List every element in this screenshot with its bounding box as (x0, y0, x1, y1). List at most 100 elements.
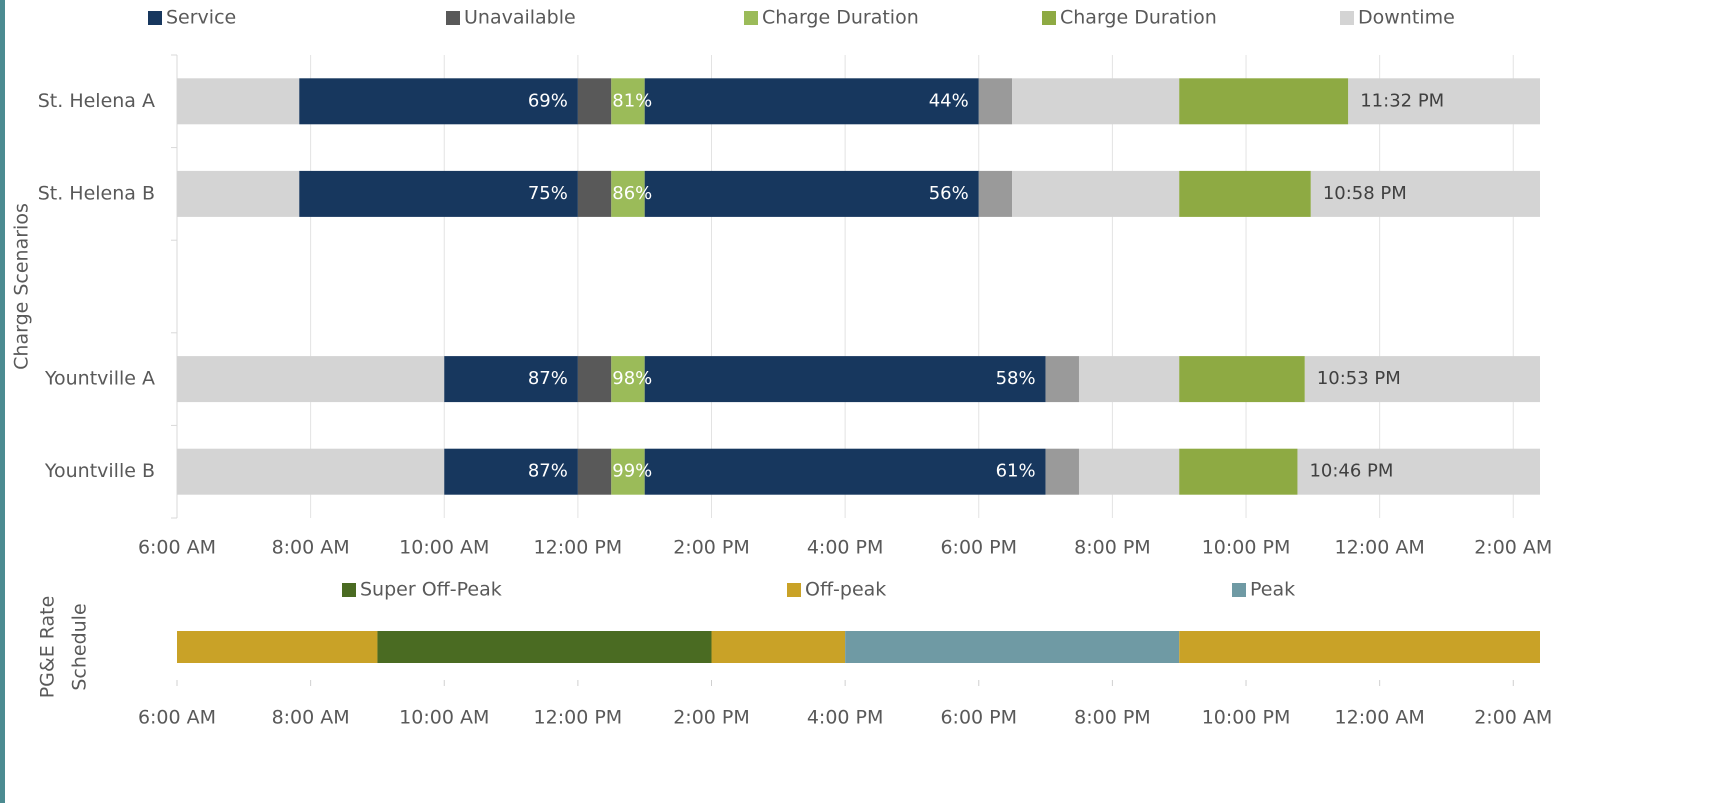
y-axis-label: Charge Scenarios (11, 203, 33, 370)
category-label: Yountville B (44, 460, 155, 482)
x-tick-label: 2:00 AM (1474, 537, 1552, 559)
legend-label: Peak (1250, 579, 1295, 601)
bar-segment (978, 78, 1013, 125)
bar-segment (177, 631, 378, 663)
bar-segment (1078, 356, 1180, 403)
legend-label: Unavailable (464, 7, 576, 29)
bar-segment (644, 356, 1046, 403)
x-tick-label: 4:00 PM (807, 537, 884, 559)
bar-segment (1179, 170, 1311, 217)
bar-segment (1179, 78, 1349, 125)
x-tick-label: 10:00 AM (399, 707, 489, 729)
bar-segment (1179, 448, 1298, 495)
data-label: 87% (528, 368, 568, 389)
x-tick-label: 10:00 PM (1202, 707, 1291, 729)
legend-swatch (1340, 11, 1354, 25)
bar-segment (644, 78, 979, 125)
category-label: St. Helena A (38, 90, 155, 112)
x-tick-label: 4:00 PM (807, 707, 884, 729)
legend-label: Charge Duration (1060, 7, 1217, 29)
x-tick-label: 2:00 AM (1474, 707, 1552, 729)
data-label: 75% (528, 183, 568, 204)
page-border (0, 0, 5, 803)
bar-segment (845, 631, 1180, 663)
bar-segment (644, 448, 1046, 495)
legend-label: Super Off-Peak (360, 579, 502, 601)
data-label: 56% (929, 183, 969, 204)
bar-segment (1045, 356, 1079, 403)
data-label: 81% (612, 90, 652, 111)
legend-swatch (1042, 11, 1056, 25)
x-tick-label: 10:00 AM (399, 537, 489, 559)
legend-swatch (342, 583, 356, 597)
data-label: 86% (612, 183, 652, 204)
y-axis-label: Schedule (69, 603, 91, 690)
time-label: 10:46 PM (1309, 461, 1393, 482)
bar-segment (577, 170, 612, 217)
legend-swatch (744, 11, 758, 25)
bar-segment (978, 170, 1013, 217)
bar-segment (1012, 170, 1180, 217)
x-tick-label: 12:00 AM (1335, 707, 1425, 729)
legend-swatch (148, 11, 162, 25)
data-label: 58% (996, 368, 1036, 389)
bar-segment (299, 78, 578, 125)
x-tick-label: 10:00 PM (1202, 537, 1291, 559)
x-tick-label: 12:00 PM (534, 707, 623, 729)
data-label: 69% (528, 90, 568, 111)
bar-segment (444, 356, 578, 403)
y-axis-label: PG&E Rate (37, 596, 59, 699)
time-label: 10:58 PM (1323, 183, 1407, 204)
legend-label: Service (166, 7, 236, 29)
time-label: 11:32 PM (1360, 90, 1444, 111)
bar-segment (299, 170, 578, 217)
category-label: Yountville A (44, 368, 155, 390)
x-tick-label: 12:00 PM (534, 537, 623, 559)
bar-segment (611, 356, 645, 403)
x-tick-label: 6:00 AM (138, 707, 216, 729)
bar-segment (611, 170, 645, 217)
bar-segment (177, 448, 445, 495)
data-label: 99% (612, 461, 652, 482)
bar-segment (177, 170, 300, 217)
bar-segment (1179, 631, 1540, 663)
bar-segment (577, 356, 612, 403)
x-tick-label: 6:00 PM (940, 707, 1017, 729)
bar-segment (1078, 448, 1180, 495)
x-tick-label: 6:00 PM (940, 537, 1017, 559)
category-label: St. Helena B (38, 182, 155, 204)
bar-segment (577, 448, 612, 495)
bar-segment (1304, 356, 1540, 403)
bar-segment (711, 631, 846, 663)
bar-segment (1179, 356, 1305, 403)
x-tick-label: 8:00 PM (1074, 707, 1151, 729)
legend-label: Downtime (1358, 7, 1455, 29)
x-tick-label: 8:00 PM (1074, 537, 1151, 559)
data-label: 44% (929, 90, 969, 111)
bar-segment (1012, 78, 1180, 125)
bar-segment (377, 631, 712, 663)
x-tick-label: 12:00 AM (1335, 537, 1425, 559)
bar-segment (1045, 448, 1079, 495)
data-label: 61% (996, 461, 1036, 482)
bar-segment (177, 78, 300, 125)
legend-label: Charge Duration (762, 7, 919, 29)
bar-segment (1348, 78, 1540, 125)
data-label: 87% (528, 461, 568, 482)
legend-label: Off-peak (805, 579, 886, 601)
x-tick-label: 2:00 PM (673, 707, 750, 729)
legend-swatch (446, 11, 460, 25)
legend-swatch (1232, 583, 1246, 597)
bar-segment (1310, 170, 1540, 217)
x-tick-label: 6:00 AM (138, 537, 216, 559)
x-tick-label: 2:00 PM (673, 537, 750, 559)
bar-segment (1297, 448, 1540, 495)
bar-segment (644, 170, 979, 217)
data-label: 98% (612, 368, 652, 389)
bar-segment (177, 356, 445, 403)
time-label: 10:53 PM (1317, 368, 1401, 389)
x-tick-label: 8:00 AM (272, 537, 350, 559)
x-tick-label: 8:00 AM (272, 707, 350, 729)
bar-segment (444, 448, 578, 495)
